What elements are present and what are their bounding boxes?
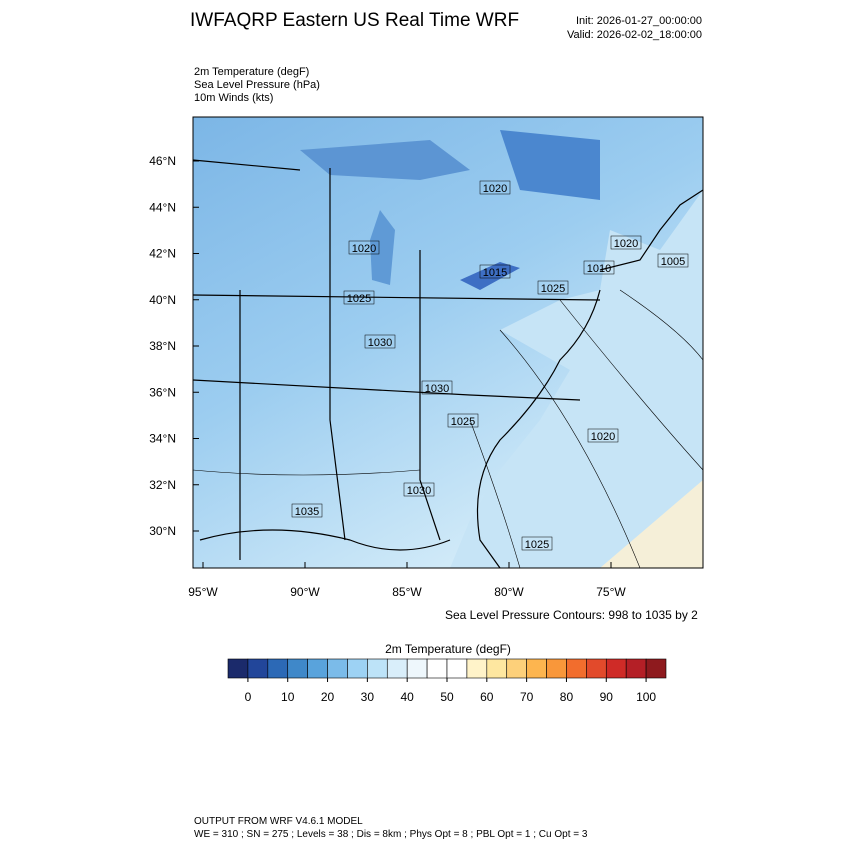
contour-label-box xyxy=(348,240,380,255)
colorbar-box xyxy=(327,658,348,679)
lat-label: 44°N xyxy=(149,200,176,214)
contour-label: 1030 xyxy=(407,485,431,497)
colorbar-box xyxy=(247,658,269,679)
footer: WE = 310 ; SN = 275 ; Levels = 38 ; Dis … xyxy=(194,829,588,840)
contour-label-box xyxy=(479,264,511,279)
colorbar-box xyxy=(526,658,547,679)
contour-label-box xyxy=(587,428,619,443)
colorbar-box xyxy=(307,658,328,679)
contour-label-box xyxy=(479,180,511,195)
contour-label: 1035 xyxy=(295,506,319,518)
contour-label-box xyxy=(583,260,615,275)
contour-label-box xyxy=(521,536,553,551)
lon-label: 85°W xyxy=(392,585,422,599)
colorbar-box xyxy=(586,658,607,679)
colorbar-label: 80 xyxy=(560,690,574,704)
field-label: Sea Level Pressure (hPa) xyxy=(194,79,320,91)
valid-time: Valid: 2026-02-02_18:00:00 xyxy=(567,29,702,41)
lat-label: 32°N xyxy=(149,478,176,492)
colorbar-label: 20 xyxy=(321,690,335,704)
contour-label-box xyxy=(537,280,569,295)
colorbar-box xyxy=(625,658,647,679)
contour-label: 1010 xyxy=(587,263,611,275)
colorbar-box xyxy=(645,658,667,679)
contour-label: 1020 xyxy=(614,238,638,250)
contour-label: 1030 xyxy=(368,337,392,349)
field-label: 10m Winds (kts) xyxy=(194,92,273,104)
colorbar-box xyxy=(605,658,627,679)
colorbar-box xyxy=(506,658,527,679)
contour-label: 1025 xyxy=(347,293,371,305)
footer: OUTPUT FROM WRF V4.6.1 MODEL xyxy=(194,816,363,827)
colorbar-label: 100 xyxy=(636,690,656,704)
colorbar-box xyxy=(446,658,468,679)
lat-label: 40°N xyxy=(149,293,176,307)
contour-label-box xyxy=(657,253,689,268)
lat-label: 42°N xyxy=(149,247,176,261)
colorbar-box xyxy=(267,658,289,679)
contour-label-box xyxy=(421,380,453,395)
colorbar-box xyxy=(546,658,567,679)
contour-label-box xyxy=(403,482,435,497)
contour-label: 1015 xyxy=(483,267,507,279)
contour-label-box xyxy=(364,334,396,349)
title: IWFAQRP Eastern US Real Time WRF xyxy=(190,10,519,31)
contour-label: 1005 xyxy=(661,256,685,268)
contour-label-box xyxy=(343,290,375,305)
lon-label: 80°W xyxy=(494,585,524,599)
colorbar-box xyxy=(287,658,308,679)
colorbar-label: 70 xyxy=(520,690,534,704)
colorbar-label: 0 xyxy=(245,690,252,704)
colorbar-box xyxy=(227,658,249,679)
colorbar-label: 40 xyxy=(401,690,415,704)
colorbar-box xyxy=(426,658,448,679)
lat-label: 38°N xyxy=(149,339,176,353)
init-time: Init: 2026-01-27_00:00:00 xyxy=(576,15,702,27)
colorbar-label: 50 xyxy=(440,690,454,704)
lat-label: 30°N xyxy=(149,524,176,538)
colorbar-label: 30 xyxy=(361,690,375,704)
lat-label: 34°N xyxy=(149,432,176,446)
contour-label-box xyxy=(291,503,323,518)
contour-label-box xyxy=(610,235,642,250)
contour-label-box xyxy=(447,413,479,428)
contour-label: 1020 xyxy=(591,431,615,443)
lat-label: 46°N xyxy=(149,154,176,168)
colorbar-box xyxy=(466,658,488,679)
lat-label: 36°N xyxy=(149,385,176,399)
contour-label: 1020 xyxy=(352,243,376,255)
contour-label: 1025 xyxy=(451,416,475,428)
contour-label: 1020 xyxy=(483,183,507,195)
contour-label: 1025 xyxy=(525,539,549,551)
lon-label: 95°W xyxy=(188,585,218,599)
colorbar-box xyxy=(347,658,368,679)
contour-label: 1025 xyxy=(541,283,565,295)
colorbar-label: 60 xyxy=(480,690,494,704)
contour-label: 1030 xyxy=(425,383,449,395)
contour-note: Sea Level Pressure Contours: 998 to 1035… xyxy=(445,608,698,622)
colorbar-box xyxy=(386,658,408,679)
colorbar-label: 10 xyxy=(281,690,295,704)
colorbar-label: 90 xyxy=(600,690,614,704)
map xyxy=(192,116,704,569)
lon-label: 90°W xyxy=(290,585,320,599)
colorbar-box xyxy=(566,658,587,679)
colorbar-title: 2m Temperature (degF) xyxy=(385,642,511,656)
colorbar-box xyxy=(486,658,508,679)
colorbar-box xyxy=(406,658,428,679)
lon-label: 75°W xyxy=(596,585,626,599)
field-label: 2m Temperature (degF) xyxy=(194,66,309,78)
colorbar-box xyxy=(367,658,388,679)
